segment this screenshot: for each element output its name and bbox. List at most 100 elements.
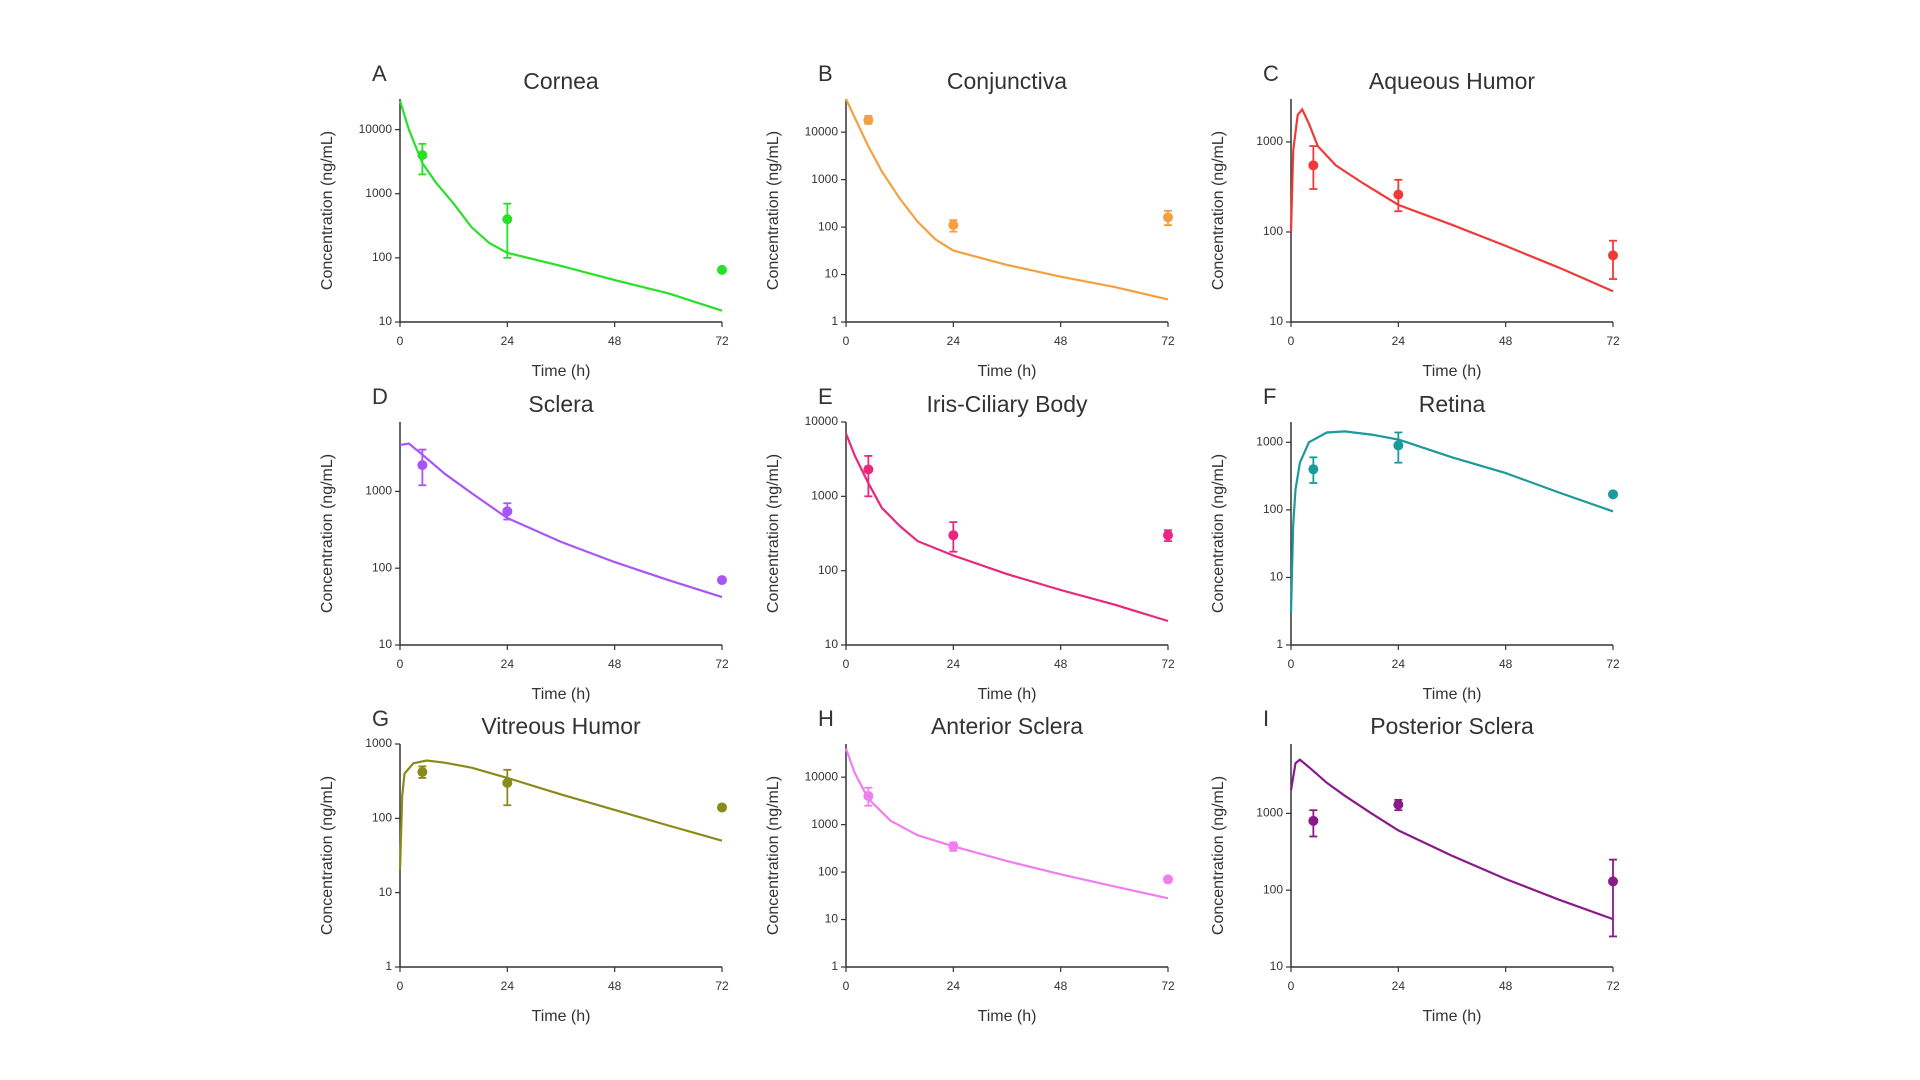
observed-point xyxy=(948,220,959,231)
observed-point xyxy=(417,767,428,778)
observed-point xyxy=(1163,874,1173,885)
y-tick-label: 10 xyxy=(825,267,839,281)
y-tick-label: 10 xyxy=(1270,570,1284,584)
observed-point xyxy=(1163,212,1173,223)
y-tick-label: 10000 xyxy=(359,122,393,136)
y-tick-label: 10000 xyxy=(805,414,839,428)
observed-point xyxy=(948,841,959,852)
panel-label: G xyxy=(372,706,389,731)
panel-label: F xyxy=(1263,384,1276,409)
y-tick-label: 100 xyxy=(1263,224,1283,238)
panel-label: C xyxy=(1263,61,1279,86)
y-tick-label: 10000 xyxy=(805,769,839,783)
model-curve xyxy=(398,100,723,312)
y-tick-label: 10 xyxy=(379,885,393,899)
x-axis-label: Time (h) xyxy=(978,686,1037,703)
x-tick-label: 24 xyxy=(947,979,961,993)
y-tick-label: 10 xyxy=(825,637,839,651)
y-tick-label: 1 xyxy=(831,959,838,973)
observed-point xyxy=(863,791,874,802)
x-tick-label: 0 xyxy=(843,334,850,348)
x-axis-label: Time (h) xyxy=(978,1008,1037,1025)
observed-point xyxy=(502,777,513,788)
observed-point xyxy=(717,264,727,275)
x-axis-label: Time (h) xyxy=(978,363,1037,380)
panel: E Iris-Ciliary Body Time (h) Concentration … xyxy=(765,384,1175,703)
y-tick-label: 1000 xyxy=(1256,806,1283,820)
x-tick-label: 48 xyxy=(1499,979,1513,993)
y-tick-label: 100 xyxy=(818,219,838,233)
x-tick-label: 48 xyxy=(1054,979,1068,993)
x-axis-label: Time (h) xyxy=(1423,363,1482,380)
panel-label: D xyxy=(372,384,388,409)
y-tick-label: 100 xyxy=(1263,502,1283,516)
y-tick-label: 1000 xyxy=(365,736,392,750)
observed-point xyxy=(1308,815,1319,826)
panel: A Cornea Time (h) Concentration (ng/mL) 10 10… xyxy=(319,61,729,380)
y-tick-label: 100 xyxy=(372,811,392,825)
x-tick-label: 72 xyxy=(715,334,729,348)
model-curve xyxy=(398,759,723,871)
x-tick-label: 0 xyxy=(1288,979,1295,993)
y-axis-label: Concentration (ng/mL) xyxy=(319,131,336,290)
y-tick-label: 1000 xyxy=(365,484,392,498)
panel: C Aqueous Humor Time (h) Concentration (ng/… xyxy=(1210,61,1620,380)
y-tick-label: 1000 xyxy=(1256,134,1283,148)
x-tick-label: 48 xyxy=(1054,334,1068,348)
y-tick-label: 10000 xyxy=(805,124,839,138)
panel-label: E xyxy=(818,384,833,409)
y-axis-label: Concentration (ng/mL) xyxy=(319,454,336,613)
x-tick-label: 0 xyxy=(1288,334,1295,348)
x-tick-label: 48 xyxy=(1054,657,1068,671)
observed-point xyxy=(1393,799,1404,810)
x-tick-label: 24 xyxy=(1392,334,1406,348)
x-tick-label: 72 xyxy=(715,657,729,671)
panel-title: Anterior Sclera xyxy=(931,713,1083,739)
panel-title: Iris-Ciliary Body xyxy=(926,391,1088,417)
x-axis-label: Time (h) xyxy=(532,686,591,703)
y-axis-label: Concentration (ng/mL) xyxy=(319,776,336,935)
y-tick-label: 100 xyxy=(372,250,392,264)
observed-point xyxy=(417,460,428,471)
y-tick-label: 10 xyxy=(1270,959,1284,973)
observed-point xyxy=(1393,440,1404,451)
panel-title: Conjunctiva xyxy=(947,68,1067,94)
model-curve xyxy=(844,433,1169,623)
observed-point xyxy=(1308,464,1319,475)
observed-point xyxy=(1163,530,1173,541)
y-axis-label: Concentration (ng/mL) xyxy=(1210,131,1227,290)
panel: H Anterior Sclera Time (h) Concentration (n… xyxy=(765,706,1175,1025)
x-tick-label: 0 xyxy=(843,979,850,993)
panel-label: A xyxy=(372,61,387,86)
observed-point xyxy=(948,530,959,541)
x-tick-label: 24 xyxy=(1392,657,1406,671)
x-axis-label: Time (h) xyxy=(1423,686,1482,703)
y-tick-label: 1 xyxy=(831,314,838,328)
model-curve xyxy=(1289,758,1614,921)
y-axis-label: Concentration (ng/mL) xyxy=(1210,454,1227,613)
panel-title: Cornea xyxy=(523,68,599,94)
y-tick-label: 1 xyxy=(385,959,392,973)
y-axis-label: Concentration (ng/mL) xyxy=(765,454,782,613)
y-tick-label: 100 xyxy=(372,560,392,574)
model-curve xyxy=(845,98,1169,301)
x-tick-label: 72 xyxy=(715,979,729,993)
x-tick-label: 72 xyxy=(1161,334,1175,348)
y-tick-label: 100 xyxy=(818,864,838,878)
y-axis-label: Concentration (ng/mL) xyxy=(1210,776,1227,935)
observed-point xyxy=(1608,876,1618,887)
observed-point xyxy=(1608,489,1618,500)
y-tick-label: 1000 xyxy=(1256,435,1283,449)
panel-title: Sclera xyxy=(528,391,593,417)
panel: G Vitreous Humor Time (h) Concentration (ng… xyxy=(319,706,729,1025)
x-tick-label: 72 xyxy=(1606,334,1620,348)
panel: B Conjunctiva Time (h) Concentration (ng/mL… xyxy=(765,61,1175,380)
y-axis-label: Concentration (ng/mL) xyxy=(765,131,782,290)
x-tick-label: 24 xyxy=(501,979,515,993)
x-tick-label: 24 xyxy=(501,657,515,671)
observed-point xyxy=(502,506,513,517)
x-tick-label: 24 xyxy=(501,334,515,348)
panel-title: Retina xyxy=(1419,391,1486,417)
